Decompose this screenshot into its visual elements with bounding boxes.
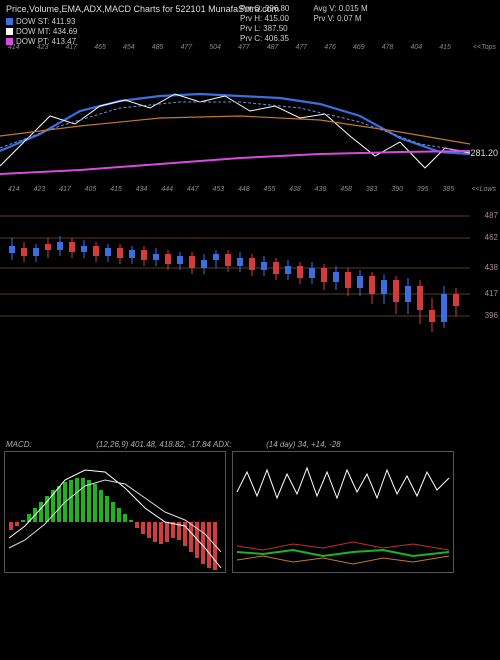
candlestick-chart: 487462438417396 — [0, 198, 500, 338]
macd-label: MACD: — [6, 440, 32, 449]
stat-prvh: Prv H: 415.00 — [240, 14, 289, 23]
stat-prvo: Prv O: 396.80 — [240, 4, 289, 13]
tops-axis: <<Tops 414423417465454485477504477487477… — [0, 44, 500, 56]
legend-text: DOW ST: 411.93 — [16, 17, 75, 26]
stat-prvl: Prv L: 387.50 — [240, 24, 289, 33]
spacer — [0, 338, 500, 438]
macd-panel — [4, 451, 226, 573]
stat-avgv: Avg V: 0.015 M — [313, 4, 367, 13]
lows-axis: <<Lows 414423417405415434444447453448455… — [0, 186, 500, 198]
legend-text: DOW MT: 434.69 — [16, 27, 77, 36]
chart-header: Price,Volume,EMA,ADX,MACD Charts for 522… — [0, 0, 500, 44]
main-price-chart: 281.20 — [0, 56, 500, 186]
macd-values: (12,26,9) 401.48, 418.82, -17.84 — [96, 440, 211, 449]
legend-swatch — [6, 18, 13, 25]
adx-panel — [232, 451, 454, 573]
price-stats: Prv O: 396.80 Avg V: 0.015 M Prv H: 415.… — [240, 4, 368, 43]
adx-label: ADX: — [213, 440, 232, 449]
legend-swatch — [6, 28, 13, 35]
stat-prvc: Prv C: 406.35 — [240, 34, 289, 43]
stat-prvv: Prv V: 0.07 M — [313, 14, 367, 23]
adx-values: (14 day) 34, +14, -28 — [266, 440, 341, 449]
indicator-labels: MACD: (12,26,9) 401.48, 418.82, -17.84 A… — [0, 438, 500, 451]
last-price-label: 281.20 — [470, 148, 498, 158]
